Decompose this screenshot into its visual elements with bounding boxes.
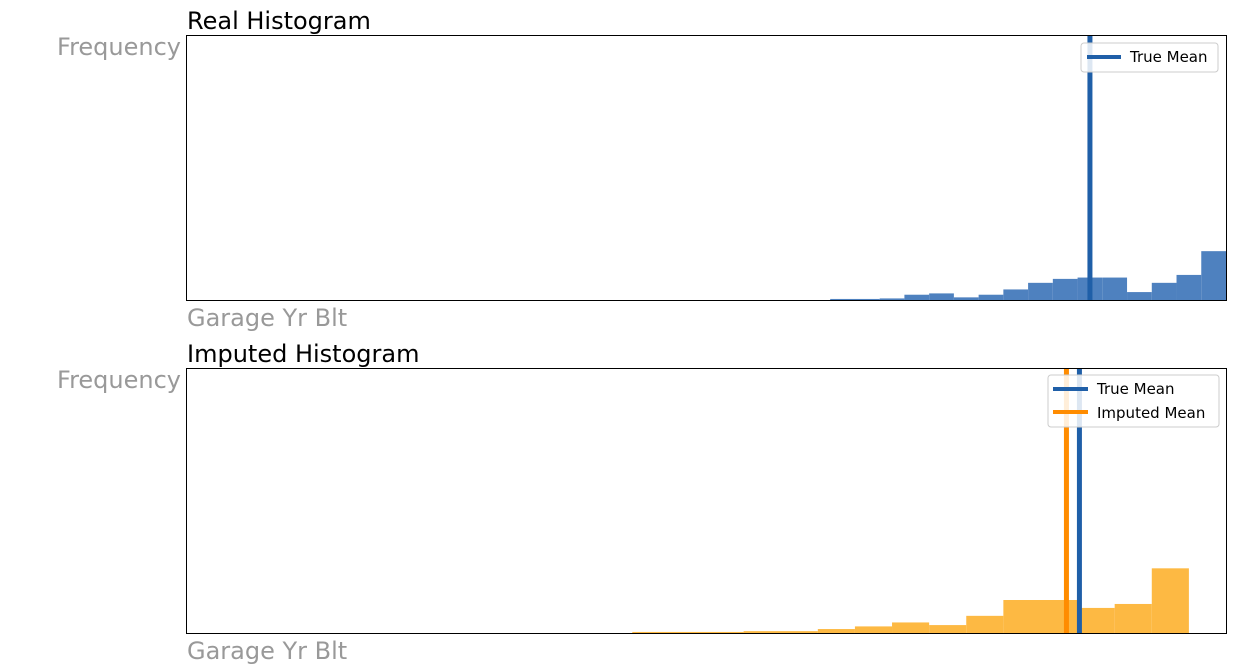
histogram-bars — [632, 568, 1189, 633]
histogram-bar — [1127, 292, 1152, 300]
legend-label: Imputed Mean — [1097, 404, 1205, 422]
histogram-bar — [966, 615, 1004, 633]
histogram-bars — [830, 251, 1226, 300]
y-axis-label: Frequency — [57, 33, 181, 61]
histogram-bar — [1151, 568, 1189, 633]
histogram-bar — [892, 622, 930, 633]
imputed-histogram-panel: Imputed Histogram Frequency Garage Yr Bl… — [57, 340, 1227, 665]
histogram-bar — [1052, 278, 1078, 300]
legend-box — [1047, 374, 1220, 428]
histogram-bar — [817, 629, 855, 633]
legend: True Mean Imputed Mean — [1047, 374, 1220, 428]
histogram-bar — [1102, 277, 1128, 300]
histogram-bar — [1176, 274, 1202, 300]
y-axis-label: Frequency — [57, 366, 181, 394]
x-axis-label: Garage Yr Blt — [187, 304, 347, 332]
histogram-bar — [978, 294, 1004, 300]
real-histogram-panel: Real Histogram Frequency Garage Yr Blt T… — [57, 7, 1227, 332]
plot-frame — [186, 35, 1227, 301]
histogram-bar — [1077, 607, 1115, 633]
chart-title: Real Histogram — [187, 7, 371, 35]
histogram-bar — [1114, 603, 1152, 633]
histogram-bar — [830, 298, 880, 300]
legend-label: True Mean — [1096, 380, 1175, 398]
histogram-bar — [632, 631, 744, 633]
chart-title: Imputed Histogram — [187, 340, 419, 368]
histogram-bar — [904, 294, 930, 300]
histogram-bar — [929, 293, 954, 300]
histogram-bar — [1201, 251, 1226, 300]
x-axis-label: Garage Yr Blt — [187, 637, 347, 665]
histogram-bar — [953, 297, 979, 300]
plot-frame — [186, 368, 1227, 634]
histogram-bar — [854, 626, 893, 633]
histogram-bar — [929, 625, 967, 633]
legend-box — [1080, 42, 1219, 73]
histogram-bar — [1151, 282, 1177, 300]
legend: True Mean — [1080, 42, 1219, 73]
histogram-bar — [879, 298, 905, 300]
legend-label: True Mean — [1129, 48, 1208, 66]
histogram-bar — [1003, 289, 1029, 300]
histogram-bar — [1028, 282, 1053, 300]
histogram-bar — [743, 631, 818, 633]
